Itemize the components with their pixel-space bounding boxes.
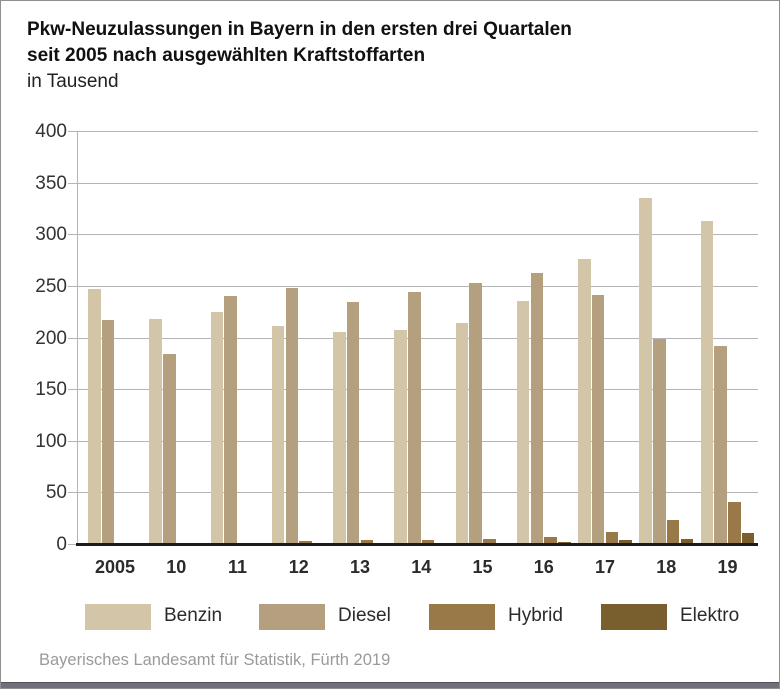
y-tick-mark-0 xyxy=(68,544,77,545)
y-tick-mark-300 xyxy=(68,234,77,236)
bar-diesel-15 xyxy=(469,282,482,543)
y-tick-label-200: 200 xyxy=(35,327,67,349)
x-tick-label-18: 18 xyxy=(656,557,677,577)
legend-label-elektro: Elektro xyxy=(680,605,740,626)
gridline-250 xyxy=(77,285,758,287)
bar-elektro-19 xyxy=(741,532,755,543)
bar-diesel-18 xyxy=(653,338,666,543)
title-block: Pkw-Neuzulassungen in Bayern in den erst… xyxy=(27,17,572,95)
y-tick-label-300: 300 xyxy=(35,224,67,246)
y-tick-label-250: 250 xyxy=(35,275,67,297)
bar-group-12 xyxy=(271,131,326,543)
bar-diesel-12 xyxy=(285,288,299,543)
y-tick-label-350: 350 xyxy=(35,172,67,194)
legend-label-diesel: Diesel xyxy=(338,605,391,626)
bar-hybrid-18 xyxy=(666,520,680,543)
legend: Benzin Diesel Hybrid Elektro xyxy=(1,603,779,633)
y-tick-label-100: 100 xyxy=(35,430,67,452)
x-axis-line xyxy=(76,543,758,546)
legend-swatch-elektro xyxy=(601,604,667,630)
bar-elektro-18 xyxy=(680,538,694,543)
bar-benzin-19 xyxy=(700,220,713,543)
chart-title-line1: Pkw-Neuzulassungen in Bayern in den erst… xyxy=(27,19,572,40)
chart-title-line2: seit 2005 nach ausgewählten Kraftstoffar… xyxy=(27,45,426,66)
bar-benzin-18 xyxy=(639,198,652,543)
x-tick-label-16: 16 xyxy=(533,557,554,577)
bar-diesel-11 xyxy=(224,296,237,543)
y-tick-label-400: 400 xyxy=(35,121,67,142)
chart-subtitle: in Tausend xyxy=(27,71,119,92)
bar-group-19 xyxy=(700,131,755,543)
bar-group-13 xyxy=(333,131,387,543)
y-tick-mark-100 xyxy=(68,440,77,442)
bar-hybrid-13 xyxy=(360,539,374,543)
y-tick-label-150: 150 xyxy=(35,379,67,401)
gridline-300 xyxy=(77,234,758,236)
bar-benzin-13 xyxy=(333,332,346,543)
y-tick-mark-250 xyxy=(68,285,77,287)
bar-diesel-16 xyxy=(530,272,544,543)
bar-hybrid-15 xyxy=(483,538,496,543)
x-tick-label-19: 19 xyxy=(717,557,738,577)
x-tick-label-15: 15 xyxy=(472,557,493,577)
bar-benzin-12 xyxy=(271,326,285,543)
source-attribution: Bayerisches Landesamt für Statistik, Für… xyxy=(39,651,391,669)
bar-hybrid-16 xyxy=(544,536,557,543)
bar-group-18 xyxy=(639,131,694,543)
bar-group-11 xyxy=(210,131,265,543)
legend-swatch-diesel xyxy=(259,604,325,630)
footer-bar xyxy=(1,682,779,688)
bar-benzin-11 xyxy=(210,311,223,543)
x-tick-label-11: 11 xyxy=(227,557,248,577)
y-tick-mark-350 xyxy=(68,182,77,184)
legend-swatch-benzin xyxy=(85,604,151,630)
bar-group-16 xyxy=(516,131,571,543)
x-tick-label-14: 14 xyxy=(411,557,432,577)
bar-diesel-10 xyxy=(163,354,176,543)
bar-benzin-14 xyxy=(394,330,407,543)
bar-benzin-2005 xyxy=(88,289,101,543)
x-tick-label-10: 10 xyxy=(166,557,187,577)
bar-hybrid-19 xyxy=(728,501,741,543)
bar-diesel-19 xyxy=(714,345,727,543)
bar-diesel-17 xyxy=(591,295,605,543)
bar-hybrid-17 xyxy=(605,531,619,543)
legend-label-benzin: Benzin xyxy=(164,605,223,626)
bar-benzin-16 xyxy=(516,301,530,543)
x-tick-label-12: 12 xyxy=(288,557,309,577)
bar-group-17 xyxy=(578,131,632,543)
bar-group-14 xyxy=(394,131,448,543)
gridline-400 xyxy=(77,131,758,132)
bar-benzin-10 xyxy=(149,318,162,543)
bar-benzin-15 xyxy=(455,323,468,543)
legend-swatch-hybrid xyxy=(429,604,495,630)
bar-diesel-13 xyxy=(346,302,360,543)
y-tick-mark-200 xyxy=(68,337,77,339)
x-tick-label-13: 13 xyxy=(349,557,371,577)
bar-hybrid-12 xyxy=(299,540,312,543)
y-tick-mark-150 xyxy=(68,389,77,391)
bar-group-10 xyxy=(149,131,203,543)
y-tick-label-50: 50 xyxy=(45,482,67,504)
bar-group-15 xyxy=(455,131,510,543)
y-tick-mark-50 xyxy=(68,492,77,494)
y-tick-mark-400 xyxy=(68,131,77,132)
bar-group-2005 xyxy=(88,131,142,543)
bar-diesel-14 xyxy=(408,292,421,543)
bar-elektro-16 xyxy=(558,542,571,543)
bar-hybrid-14 xyxy=(421,539,435,543)
gridline-350 xyxy=(77,182,758,184)
y-tick-label-0: 0 xyxy=(56,534,67,555)
bar-elektro-17 xyxy=(619,539,632,543)
legend-label-hybrid: Hybrid xyxy=(508,605,563,626)
x-tick-label-2005: 2005 xyxy=(94,557,136,577)
plot-area xyxy=(76,131,758,546)
bar-diesel-2005 xyxy=(101,320,115,543)
bar-benzin-17 xyxy=(578,259,591,543)
x-tick-label-17: 17 xyxy=(594,557,616,577)
